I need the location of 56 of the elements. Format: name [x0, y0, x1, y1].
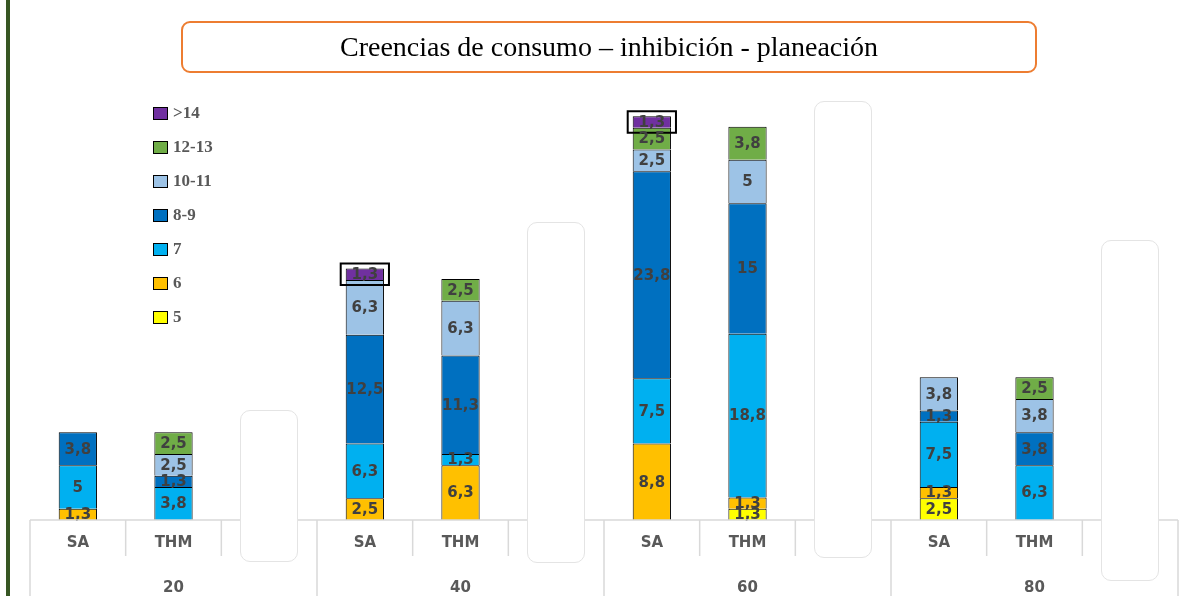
legend-label: >14: [173, 103, 200, 123]
data-label: 1,3: [925, 406, 953, 425]
data-label: 6,3: [1021, 483, 1048, 502]
data-label: 1,3: [447, 450, 474, 469]
data-label: 6,3: [351, 461, 379, 480]
data-label: 5: [72, 477, 84, 496]
x-tick-label: THM: [441, 532, 480, 551]
legend-label: 10-11: [173, 171, 212, 191]
data-label: 12,5: [346, 379, 384, 398]
data-label: 15: [737, 259, 758, 278]
data-label: 7,5: [638, 401, 666, 420]
data-label: 1,3: [351, 265, 379, 284]
data-label: 1,3: [638, 112, 666, 131]
x-tick-label: THM: [154, 532, 193, 551]
data-label: 2,5: [447, 280, 474, 299]
text: 40: [450, 577, 471, 596]
data-label: 6,3: [447, 483, 474, 502]
data-label: 18,8: [728, 406, 767, 425]
data-label: 6,3: [447, 319, 474, 338]
data-label: 3,8: [734, 134, 761, 153]
data-label: 8,8: [638, 472, 666, 491]
data-label: 3,8: [1021, 439, 1048, 458]
text: 60: [737, 577, 758, 596]
data-label: 2,5: [351, 500, 379, 519]
data-label: 2,5: [638, 151, 666, 170]
data-label: 2,5: [160, 433, 187, 452]
data-label: 3,8: [925, 384, 953, 403]
x-tick-label: SA: [66, 532, 90, 551]
x-tick-label: SA: [640, 532, 664, 551]
legend-label: 5: [173, 307, 182, 327]
x-tick-label: THM: [728, 532, 767, 551]
data-label: 3,8: [64, 439, 92, 458]
data-label: 6,3: [351, 298, 379, 317]
data-label: 1,3: [160, 472, 187, 491]
data-label: 1,3: [64, 505, 92, 524]
legend-label: 8-9: [173, 205, 196, 225]
data-label: 11,3: [441, 395, 480, 414]
text: 80: [1024, 577, 1045, 596]
data-label: 3,8: [1021, 406, 1048, 425]
legend-label: 6: [173, 273, 182, 293]
chart-title: Creencias de consumo – inhibición - planeación: [181, 21, 1037, 73]
data-label: 2,5: [1021, 379, 1048, 398]
data-label: 23,8: [633, 265, 671, 284]
text: 20: [163, 577, 184, 596]
x-tick-label: SA: [353, 532, 377, 551]
x-tick-label: SA: [927, 532, 951, 551]
legend-label: 12-13: [173, 137, 213, 157]
data-label: 3,8: [160, 494, 187, 513]
data-label: 2,5: [638, 129, 666, 148]
data-label: 1,3: [925, 483, 953, 502]
data-label: 7,5: [925, 445, 953, 464]
data-label: 2,5: [925, 500, 953, 519]
legend-label: 7: [173, 239, 182, 259]
x-tick-label: THM: [1015, 532, 1054, 551]
data-label: 2,5: [160, 455, 187, 474]
data-label: 5: [742, 172, 753, 191]
